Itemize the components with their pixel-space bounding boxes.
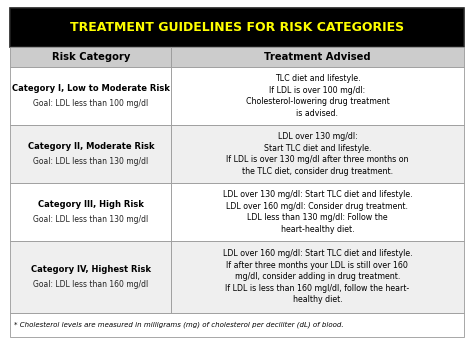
Bar <box>171 183 464 241</box>
Text: Goal: LDL less than 130 mg/dl: Goal: LDL less than 130 mg/dl <box>33 215 148 224</box>
Text: LDL over 160 mg/dl: Start TLC diet and lifestyle.
If after three months your LDL: LDL over 160 mg/dl: Start TLC diet and l… <box>223 249 412 304</box>
Text: Category III, High Risk: Category III, High Risk <box>38 200 144 209</box>
Bar <box>10 241 171 313</box>
Text: Category IV, Highest Risk: Category IV, Highest Risk <box>31 265 151 274</box>
Text: Goal: LDL less than 100 mg/dl: Goal: LDL less than 100 mg/dl <box>33 99 148 108</box>
Text: Goal: LDL less than 160 mg/dl: Goal: LDL less than 160 mg/dl <box>33 280 148 289</box>
Text: TREATMENT GUIDELINES FOR RISK CATEGORIES: TREATMENT GUIDELINES FOR RISK CATEGORIES <box>70 21 404 34</box>
Text: Risk Category: Risk Category <box>52 52 130 62</box>
Bar <box>10 47 171 67</box>
Text: Treatment Advised: Treatment Advised <box>264 52 371 62</box>
Bar <box>171 241 464 313</box>
Text: LDL over 130 mg/dl: Start TLC diet and lifestyle.
LDL over 160 mg/dl: Consider d: LDL over 130 mg/dl: Start TLC diet and l… <box>223 190 412 234</box>
Bar <box>171 47 464 67</box>
Bar <box>10 183 171 241</box>
Bar <box>10 8 464 47</box>
Bar <box>171 125 464 183</box>
Bar <box>10 313 464 337</box>
Text: Category II, Moderate Risk: Category II, Moderate Risk <box>27 142 154 151</box>
Text: Category I, Low to Moderate Risk: Category I, Low to Moderate Risk <box>12 84 170 93</box>
Bar <box>10 125 171 183</box>
Text: LDL over 130 mg/dl:
Start TLC diet and lifestyle.
If LDL is over 130 mg/dl after: LDL over 130 mg/dl: Start TLC diet and l… <box>226 132 409 176</box>
Text: TLC diet and lifestyle.
If LDL is over 100 mg/dl:
Cholesterol-lowering drug trea: TLC diet and lifestyle. If LDL is over 1… <box>246 74 389 118</box>
Bar <box>171 67 464 125</box>
Bar <box>10 67 171 125</box>
Text: * Cholesterol levels are measured in milligrams (mg) of cholesterol per decilite: * Cholesterol levels are measured in mil… <box>14 322 344 328</box>
Text: Goal: LDL less than 130 mg/dl: Goal: LDL less than 130 mg/dl <box>33 157 148 166</box>
